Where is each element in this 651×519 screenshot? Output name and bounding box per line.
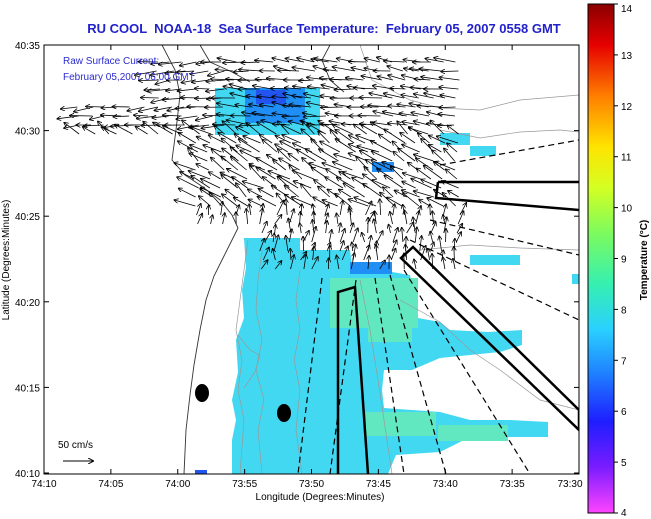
current-legend-line1: Raw Surface Current:	[63, 56, 159, 67]
y-tick-label: 40:10	[15, 469, 40, 480]
x-tick-label: 73:50	[299, 479, 324, 490]
surface-current-vectors	[57, 57, 466, 270]
colorbar	[587, 3, 615, 514]
y-axis-ticks: 40:35 40:30 40:25 40:20 40:15 40:10	[15, 41, 579, 480]
x-tick-label: 74:10	[31, 479, 56, 490]
y-tick-label: 40:15	[15, 383, 40, 394]
radar-site-marker	[277, 404, 291, 422]
x-tick-label: 73:45	[366, 479, 391, 490]
colorbar-tick-label: 13	[621, 51, 633, 62]
x-tick-label: 73:35	[500, 479, 525, 490]
y-axis-label: Latitude (Degrees:Minutes)	[1, 200, 12, 321]
scale-label: 50 cm/s	[58, 440, 93, 451]
colorbar-tick-label: 11	[621, 153, 632, 164]
radar-site-marker	[195, 384, 209, 402]
map-plot-area	[44, 45, 579, 474]
x-tick-label: 74:00	[165, 479, 190, 490]
current-legend-line2: February 05,2007 06:00 GMT	[63, 72, 195, 83]
x-tick-label: 73:40	[433, 479, 458, 490]
colorbar-tick-label: 12	[621, 102, 633, 113]
colorbar-tick-label: 6	[621, 407, 627, 418]
shipping-lanes	[297, 139, 579, 474]
colorbar-tick-label: 10	[621, 204, 633, 215]
map-title: RU COOL NOAA-18 Sea Surface Temperature:…	[87, 21, 561, 36]
y-tick-label: 40:20	[15, 298, 40, 309]
x-tick-label: 73:30	[557, 479, 582, 490]
colorbar-tick-label: 7	[621, 356, 627, 367]
colorbar-tick-label: 9	[621, 255, 627, 266]
colorbar-tick-label: 14	[621, 4, 633, 15]
colorbar-tick-label: 4	[621, 508, 627, 519]
x-tick-label: 73:55	[232, 479, 257, 490]
x-tick-label: 74:05	[98, 479, 123, 490]
colorbar-label: Temperature (°C)	[639, 220, 650, 301]
colorbar-ticks: 14 13 12 11 10 9 8 7 6 5 4	[614, 3, 633, 519]
y-tick-label: 40:35	[15, 41, 40, 52]
y-tick-label: 40:30	[15, 127, 40, 138]
colorbar-tick-label: 8	[621, 305, 627, 316]
y-tick-label: 40:25	[15, 212, 40, 223]
x-axis-label: Longitude (Degrees:Minutes)	[256, 492, 385, 503]
colorbar-tick-label: 5	[621, 458, 627, 469]
x-axis-ticks: 74:10 74:05 74:00 73:55 73:50 73:45 73:40 73:35…	[31, 45, 583, 490]
